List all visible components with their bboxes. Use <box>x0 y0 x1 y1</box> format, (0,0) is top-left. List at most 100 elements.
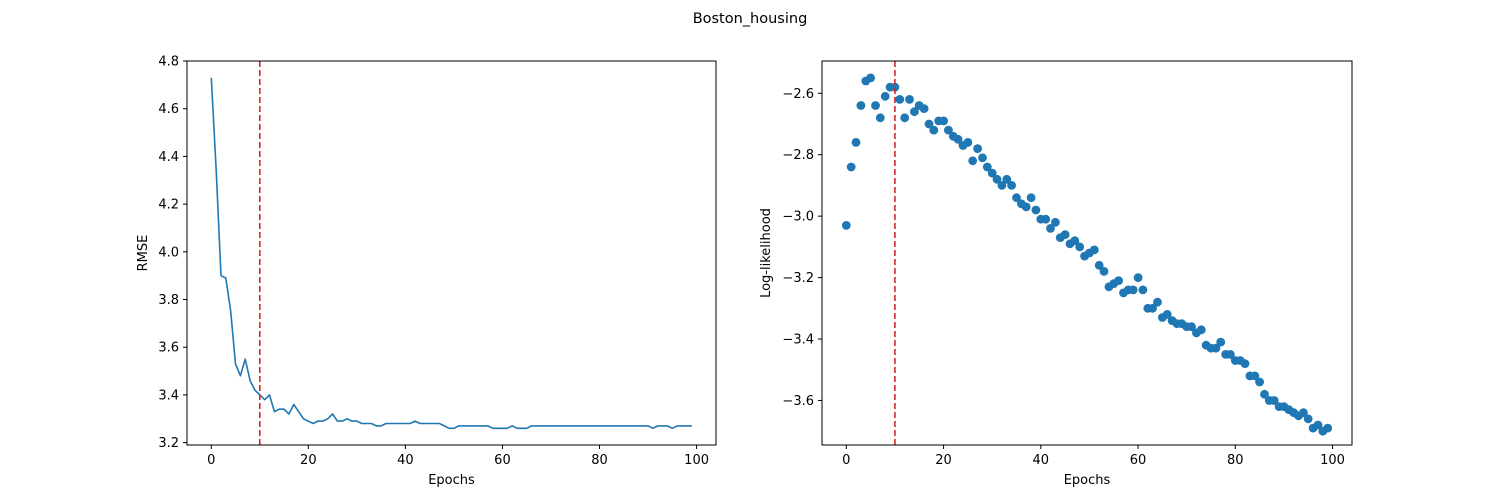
loglik-data-point <box>875 113 885 123</box>
loglik-data-point <box>997 181 1007 190</box>
rmse-xtick-label: 0 <box>207 453 215 468</box>
loglik-plot-frame <box>821 60 1353 446</box>
rmse-ytick-label: 4.4 <box>158 150 179 165</box>
loglik-ytick-label: −3.4 <box>782 333 814 348</box>
loglik-plot-xlabel: Epochs <box>1064 473 1111 488</box>
loglik-data-point <box>1250 371 1260 381</box>
loglik-data-point <box>1114 276 1123 285</box>
rmse-plot-frame <box>186 60 717 446</box>
loglik-data-point <box>1007 181 1016 190</box>
rmse-ytick-label: 4.0 <box>158 245 179 260</box>
loglik-data-point <box>1012 193 1021 203</box>
loglik-xtick-label: 60 <box>1130 453 1147 468</box>
loglik-data-point <box>939 116 948 126</box>
figure-title: Boston_housing <box>693 11 808 27</box>
loglik-data-point <box>1162 310 1172 319</box>
loglik-data-point <box>1089 245 1099 255</box>
loglik-data-point <box>1099 267 1109 276</box>
loglik-ytick-label: −2.6 <box>782 87 814 102</box>
loglik-data-point <box>851 138 861 147</box>
loglik-data-point <box>973 144 982 154</box>
loglik-data-point <box>1211 343 1221 353</box>
loglik-data-point <box>905 95 914 104</box>
rmse-ytick-label: 3.8 <box>158 293 179 308</box>
loglik-xtick-label: 100 <box>1320 453 1345 468</box>
loglik-data-point <box>1075 242 1085 252</box>
loglik-data-point <box>968 156 978 166</box>
loglik-data-point <box>1216 337 1226 347</box>
loglik-data-point <box>1323 423 1333 433</box>
loglik-xtick-label: 20 <box>935 453 952 468</box>
rmse-ytick-label: 3.2 <box>158 436 179 451</box>
loglik-data-point <box>1269 396 1279 405</box>
loglik-data-point <box>1138 285 1148 295</box>
loglik-data-point <box>880 91 890 101</box>
loglik-plot-ylabel: Log-likelihood <box>759 208 774 298</box>
rmse-xtick-label: 60 <box>494 453 511 468</box>
loglik-data-point <box>1187 322 1196 332</box>
rmse-plot-ticks: 0 20 40 60 80 100 3.2 3.4 3.6 3.8 4.0 4.2 4.4 4.6 4.8 <box>158 55 709 469</box>
loglik-data-point <box>910 107 919 117</box>
loglik-data-point <box>895 95 905 104</box>
loglik-data-point <box>992 174 1002 184</box>
loglik-data-point <box>1128 285 1138 295</box>
loglik-data-point <box>841 221 851 230</box>
rmse-xtick-label: 80 <box>591 453 608 468</box>
loglik-data-point <box>1299 408 1308 418</box>
loglik-data-point <box>856 101 866 110</box>
loglik-data-point <box>871 101 880 110</box>
loglik-ytick-label: −3.0 <box>782 210 814 225</box>
loglik-data-point <box>1021 202 1031 212</box>
rmse-ytick-label: 3.4 <box>158 388 179 403</box>
loglik-xtick-label: 80 <box>1227 453 1244 468</box>
loglik-data-point <box>1303 414 1313 424</box>
rmse-xtick-label: 100 <box>684 453 709 468</box>
rmse-plot: 0 20 40 60 80 1003.23.43.63.84.04.24.44.64.8 … <box>136 55 717 488</box>
rmse-xtick-label: 40 <box>397 453 414 468</box>
loglik-plot-ticks: 0 20 40 60 80 100 −3.6 −3.4 −3.2 −3.0 −2.8 −2.6 <box>782 87 1345 468</box>
loglik-data-point <box>1031 205 1041 215</box>
loglik-data-point <box>1051 217 1060 227</box>
loglik-ytick-label: −3.2 <box>782 271 814 286</box>
loglik-data-point <box>1260 389 1269 399</box>
loglik-plot-marks <box>841 61 1333 445</box>
rmse-plot-marks <box>210 61 692 445</box>
loglik-data-point <box>1226 350 1235 359</box>
loglik-data-point <box>846 162 856 172</box>
loglik-data-point <box>929 125 939 135</box>
loglik-data-point <box>1313 420 1323 430</box>
loglik-data-point <box>919 104 929 113</box>
rmse-plot-ylabel: RMSE <box>136 235 151 272</box>
loglik-data-point <box>1148 303 1157 313</box>
rmse-plot-xlabel: Epochs <box>428 473 475 488</box>
loglik-data-point <box>1070 236 1080 246</box>
loglik-data-point <box>1255 377 1264 387</box>
loglik-data-point <box>890 82 900 92</box>
loglik-data-point <box>978 153 987 163</box>
loglik-data-point <box>1153 297 1162 307</box>
loglik-data-point <box>1060 230 1070 240</box>
loglik-data-point <box>982 162 992 172</box>
loglik-data-point <box>1041 214 1051 224</box>
rmse-ytick-label: 4.8 <box>158 55 179 70</box>
loglik-data-point <box>900 113 910 123</box>
rmse-series-line <box>210 77 692 430</box>
loglik-data-point <box>1196 325 1206 335</box>
loglik-data-point <box>1133 273 1143 282</box>
rmse-ytick-label: 3.6 <box>158 341 179 356</box>
loglik-data-point <box>953 134 963 144</box>
loglik-plot: 0 20 40 60 80 100 −3.6 −3.4 −3.2 −3.0 −2.8 −2.6 Epo… <box>759 60 1353 488</box>
loglik-data-point <box>1240 359 1250 368</box>
loglik-xtick-label: 0 <box>842 453 850 468</box>
loglik-data-point <box>1002 174 1012 184</box>
loglik-data-point <box>1026 193 1036 203</box>
rmse-ytick-label: 4.6 <box>158 102 179 117</box>
loglik-data-point <box>866 73 875 83</box>
loglik-data-point <box>1046 224 1055 233</box>
loglik-xtick-label: 40 <box>1033 453 1050 468</box>
loglik-data-point <box>963 138 973 147</box>
loglik-data-point <box>987 168 997 178</box>
loglik-data-point <box>1094 260 1104 270</box>
loglik-ytick-label: −3.6 <box>782 394 814 409</box>
